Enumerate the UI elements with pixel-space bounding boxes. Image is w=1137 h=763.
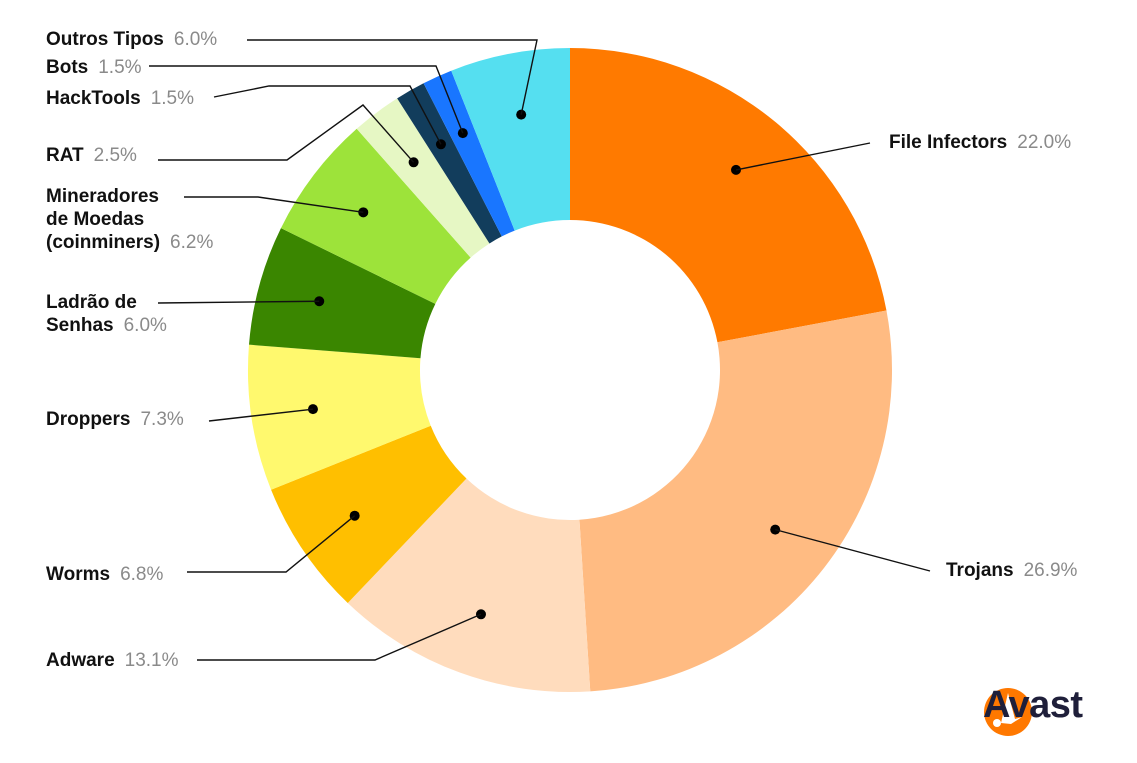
label-name-worms-0: Worms — [46, 564, 110, 585]
labels-group: File Infectors 22.0% Trojans 26.9% Adware 13.… — [46, 29, 1078, 671]
leader-line-ladrao-de-senhas — [157, 300, 320, 304]
label-trojans: Trojans 26.9% — [946, 560, 1078, 581]
slice-adware — [347, 478, 591, 692]
label-name-mineradores-de-moedas-coinminers-1: de Moedas — [46, 209, 144, 230]
leader-line-rat — [158, 104, 415, 163]
label-name-adware-0: Adware — [46, 650, 115, 671]
slice-file-infectors — [570, 48, 887, 343]
leader-line-worms — [187, 515, 356, 573]
avast-logo-icon — [984, 688, 1032, 736]
label-droppers: Droppers 7.3% — [46, 409, 184, 430]
slice-worms — [271, 425, 467, 603]
label-value-ladrao-de-senhas: 6.0% — [124, 315, 167, 336]
slice-outros-tipos — [451, 48, 570, 231]
label-value-rat: 2.5% — [94, 145, 137, 166]
leader-line-hacktools — [213, 85, 442, 145]
label-rat: RAT 2.5% — [46, 145, 137, 166]
label-value-file-infectors: 22.0% — [1017, 132, 1071, 153]
leader-line-outros-tipos — [247, 39, 538, 115]
label-value-mineradores-de-moedas-coinminers: 6.2% — [170, 232, 213, 253]
leader-line-bots — [149, 65, 464, 134]
label-name-hacktools-0: HackTools — [46, 88, 141, 109]
label-name-droppers-0: Droppers — [46, 409, 130, 430]
label-name-trojans-0: Trojans — [946, 560, 1014, 581]
leader-line-adware — [197, 613, 482, 661]
label-name-rat-0: RAT — [46, 145, 84, 166]
label-name-mineradores-de-moedas-coinminers-0: Mineradores — [46, 186, 159, 207]
slice-mineradores-de-moedas-coinminers — [280, 128, 471, 304]
label-value-hacktools: 1.5% — [151, 88, 194, 109]
label-name-ladrao-de-senhas-0: Ladrão de — [46, 292, 137, 313]
label-adware: Adware 13.1% — [46, 650, 179, 671]
label-outros-tipos: Outros Tipos 6.0% — [46, 29, 217, 50]
brand-name: Avast — [983, 684, 1083, 726]
label-value-trojans: 26.9% — [1024, 560, 1078, 581]
label-value-outros-tipos: 6.0% — [174, 29, 217, 50]
label-file-infectors: File Infectors 22.0% — [889, 132, 1071, 153]
leader-line-droppers — [208, 408, 314, 422]
slice-rat — [356, 98, 490, 258]
leaders-group — [149, 39, 931, 661]
label-value-worms: 6.8% — [120, 564, 163, 585]
leader-line-trojans — [775, 528, 931, 572]
label-name-file-infectors-0: File Infectors — [889, 132, 1007, 153]
label-hacktools: HackTools 1.5% — [46, 88, 194, 109]
label-ladrao-de-senhas: Ladrão de Senhas 6.0% — [46, 292, 167, 336]
slices-group — [248, 48, 892, 692]
label-bots: Bots 1.5% — [46, 57, 142, 78]
label-value-adware: 13.1% — [125, 650, 179, 671]
label-name-ladrao-de-senhas-1: Senhas — [46, 315, 114, 336]
slice-ladrao-de-senhas — [248, 228, 436, 359]
slice-hacktools — [397, 83, 502, 244]
leader-line-mineradores-de-moedas-coinminers — [184, 196, 364, 214]
label-mineradores-de-moedas-coinminers: Mineradores de Moedas (coinminers) 6.2% — [46, 186, 213, 253]
slice-droppers — [248, 344, 431, 490]
label-worms: Worms 6.8% — [46, 564, 163, 585]
slice-bots — [423, 70, 515, 237]
label-name-outros-tipos-0: Outros Tipos — [46, 29, 164, 50]
label-value-bots: 1.5% — [98, 57, 141, 78]
leader-line-file-infectors — [735, 142, 871, 171]
label-value-droppers: 7.3% — [140, 409, 183, 430]
label-name-mineradores-de-moedas-coinminers-2: (coinminers) — [46, 232, 160, 253]
label-name-bots-0: Bots — [46, 57, 88, 78]
slice-trojans — [579, 310, 892, 692]
